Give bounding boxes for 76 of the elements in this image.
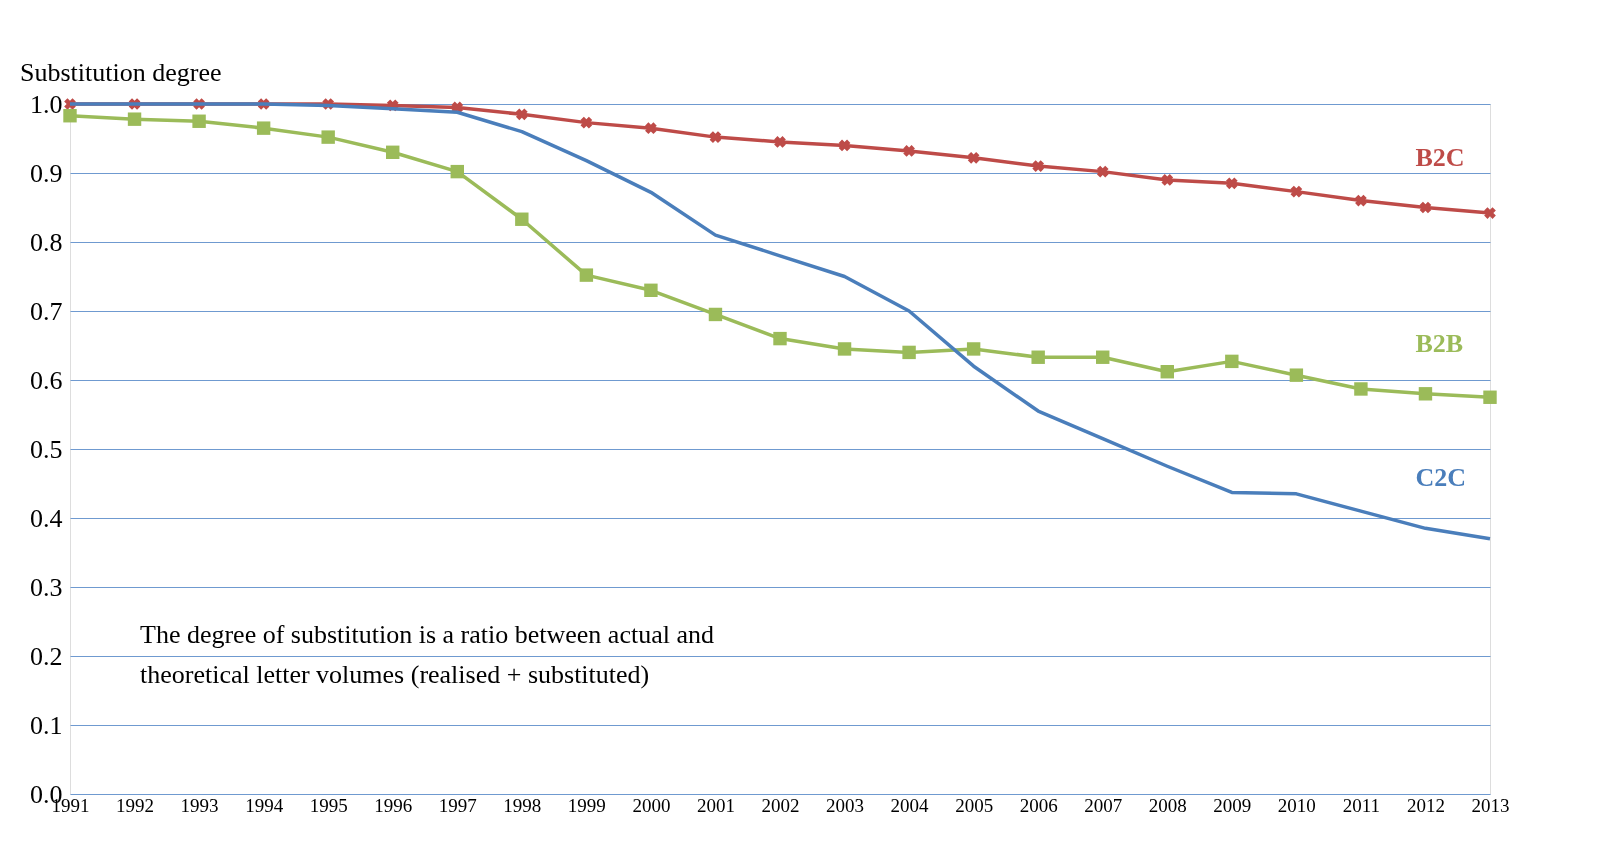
x-tick-label: 2002 bbox=[761, 794, 800, 816]
y-tick-label: 0.5 bbox=[30, 434, 63, 464]
y-tick-label: 0.6 bbox=[30, 365, 63, 395]
x-tick-label: 1996 bbox=[374, 794, 413, 816]
point bbox=[127, 112, 142, 126]
x-tick-label: 2006 bbox=[1019, 794, 1058, 816]
point bbox=[1419, 201, 1432, 214]
point bbox=[1161, 174, 1174, 186]
point bbox=[386, 145, 400, 160]
point bbox=[1225, 354, 1239, 369]
point bbox=[903, 145, 915, 157]
series-label: C2C bbox=[1415, 463, 1467, 493]
x-tick-label: 1994 bbox=[245, 794, 284, 816]
y-tick-label: 0.2 bbox=[30, 641, 63, 671]
x-tick-label: 1993 bbox=[180, 794, 219, 816]
x-tick-label: 2004 bbox=[890, 794, 930, 816]
point bbox=[644, 283, 658, 298]
y-tick-label: 1.0 bbox=[30, 89, 63, 119]
point bbox=[1354, 382, 1368, 396]
point bbox=[1032, 160, 1045, 172]
point bbox=[515, 108, 528, 121]
point bbox=[321, 130, 335, 144]
point bbox=[837, 342, 852, 356]
x-tick-label: 2008 bbox=[1148, 794, 1187, 816]
x-tick-label: 2009 bbox=[1213, 794, 1252, 816]
annotation: The degree of substitution is a ratio between actual and theoretical letter volumes (realised + substituted) bbox=[140, 619, 714, 689]
point bbox=[515, 212, 529, 226]
point bbox=[1031, 350, 1045, 364]
point bbox=[967, 151, 980, 164]
x-tick-label: 2000 bbox=[632, 794, 671, 816]
x-tick-label: 1995 bbox=[309, 794, 348, 816]
x-tick-label: 2011 bbox=[1342, 794, 1381, 816]
point bbox=[1355, 194, 1367, 207]
point bbox=[709, 131, 722, 143]
point bbox=[1225, 177, 1238, 190]
point bbox=[450, 164, 464, 179]
point bbox=[1483, 390, 1497, 404]
y-axis-title: Substitution degree bbox=[20, 58, 222, 87]
x-tick-label: 2001 bbox=[696, 794, 735, 816]
x-tick-label: 2007 bbox=[1084, 794, 1123, 816]
y-tick-label: 0.3 bbox=[30, 572, 63, 602]
x-tick-label: 2013 bbox=[1471, 794, 1510, 816]
point bbox=[580, 116, 593, 129]
point bbox=[1290, 185, 1303, 198]
point bbox=[1289, 368, 1304, 382]
series-label: B2B bbox=[1415, 328, 1464, 358]
x-tick-label: 2003 bbox=[826, 794, 865, 816]
x-tick-label: 1997 bbox=[438, 794, 477, 816]
point bbox=[256, 121, 271, 135]
series-label: B2C bbox=[1415, 142, 1465, 172]
x-tick-label: 1999 bbox=[567, 794, 606, 816]
x-tick-label: 1998 bbox=[503, 794, 542, 816]
point bbox=[63, 109, 77, 123]
point bbox=[966, 342, 981, 356]
x-tick-label: 2005 bbox=[955, 794, 994, 816]
point bbox=[1484, 207, 1496, 219]
point bbox=[1160, 365, 1174, 379]
y-tick-label: 0.8 bbox=[30, 227, 63, 257]
point bbox=[773, 331, 787, 346]
point bbox=[1096, 165, 1109, 178]
point bbox=[1418, 387, 1433, 401]
point bbox=[579, 268, 594, 282]
point bbox=[902, 345, 916, 360]
y-tick-label: 0.1 bbox=[30, 710, 63, 740]
y-tick-label: 0.9 bbox=[30, 158, 63, 188]
point bbox=[645, 122, 657, 135]
point bbox=[192, 114, 206, 128]
point bbox=[1096, 350, 1110, 364]
point bbox=[774, 136, 786, 148]
y-tick-label: 0.4 bbox=[30, 503, 63, 533]
x-tick-label: 2012 bbox=[1406, 794, 1445, 816]
point bbox=[838, 139, 851, 152]
point bbox=[708, 307, 723, 322]
x-tick-label: 2010 bbox=[1277, 794, 1316, 816]
y-tick-label: 0.7 bbox=[30, 296, 63, 326]
x-tick-label: 1992 bbox=[116, 794, 155, 816]
